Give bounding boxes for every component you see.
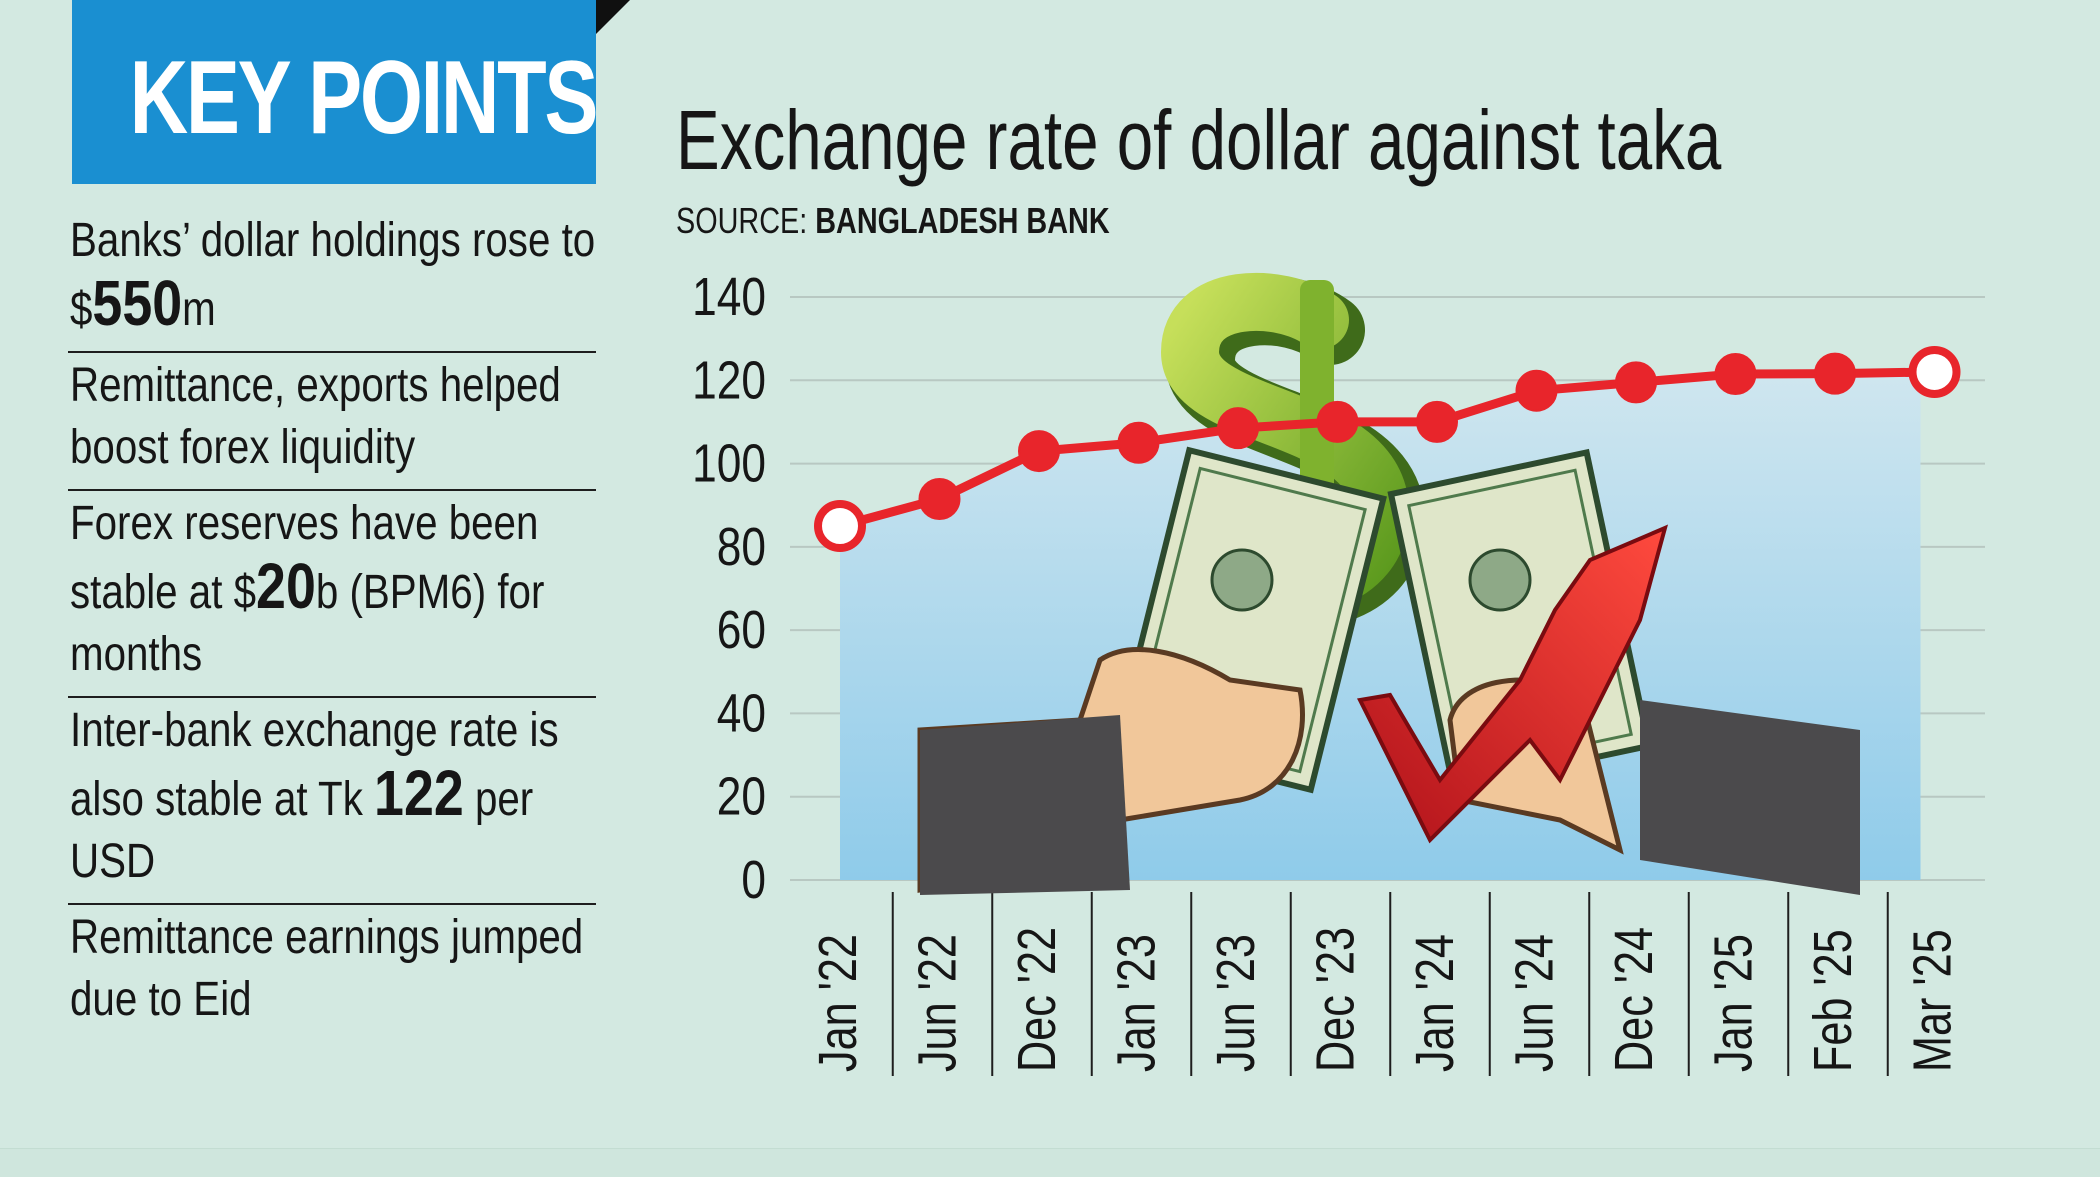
data-point — [918, 477, 961, 520]
key-points-list: Banks’ dollar holdings rose to $550m Remi… — [68, 208, 596, 1041]
data-points — [814, 345, 1961, 553]
key-point-text: Remittance, exports helped boost forex l… — [70, 355, 596, 479]
y-tick-label: 100 — [692, 433, 766, 493]
y-tick-label: 20 — [717, 767, 766, 827]
x-tick-label: Jun '24 — [1505, 934, 1565, 1072]
x-tick-label: Jan '25 — [1704, 934, 1764, 1072]
key-point-text: Forex reserves have been stable at $20b … — [70, 493, 596, 686]
x-tick-label: Feb '25 — [1804, 929, 1864, 1072]
key-point-pre: Remittance earnings jumped due to Eid — [70, 911, 584, 1026]
data-point — [814, 500, 866, 553]
source-name: BANGLADESH BANK — [815, 200, 1110, 241]
x-tick-label: Jun '22 — [908, 934, 968, 1072]
y-tick-label: 60 — [717, 600, 766, 660]
data-point — [1117, 421, 1160, 464]
category-separators — [891, 892, 1889, 1076]
x-tick-label: Jun '23 — [1207, 934, 1267, 1072]
x-tick-label: Dec '24 — [1605, 927, 1665, 1072]
key-point-figure: 122 — [374, 757, 464, 829]
key-point-post: b (BPM6) for months — [70, 566, 545, 681]
chart-title: Exchange rate of dollar against taka — [676, 93, 1722, 187]
data-point — [1908, 345, 1961, 398]
key-point-item: Banks’ dollar holdings rose to $550m — [68, 208, 596, 353]
key-point-item: Remittance, exports helped boost forex l… — [68, 353, 596, 491]
illustration — [917, 272, 1860, 895]
key-point-post: per USD — [70, 773, 534, 888]
y-tick-label: 0 — [741, 850, 766, 910]
data-point — [1714, 353, 1757, 396]
key-point-text: Banks’ dollar holdings rose to $550m — [70, 210, 596, 341]
y-tick-label: 140 — [692, 267, 766, 327]
data-point — [1018, 430, 1060, 473]
x-tick-label: Jan '24 — [1406, 934, 1466, 1072]
key-point-post: m — [182, 283, 216, 336]
key-point-figure: 20 — [256, 550, 316, 622]
data-point — [1316, 400, 1359, 443]
key-point-item: Remittance earnings jumped due to Eid — [68, 905, 596, 1041]
data-point — [1615, 361, 1657, 404]
data-point — [1217, 407, 1259, 450]
footer-band — [0, 1148, 2100, 1177]
key-point-text: Inter-bank exchange rate is also stable … — [70, 700, 596, 893]
data-point — [1515, 369, 1558, 412]
key-points-header: KEY POINTS — [72, 0, 599, 184]
x-tick-label: Dec '23 — [1306, 927, 1366, 1072]
key-point-pre: Forex reserves have been stable at $ — [70, 497, 539, 619]
x-tick-label: Mar '25 — [1903, 929, 1963, 1072]
key-point-pre: Remittance, exports helped boost forex l… — [70, 359, 561, 474]
y-tick-label: 80 — [717, 517, 766, 577]
data-point — [1814, 352, 1856, 395]
key-point-text: Remittance earnings jumped due to Eid — [70, 907, 596, 1031]
key-point-figure: 550 — [92, 267, 183, 339]
key-points-title: KEY POINTS — [129, 40, 599, 156]
source-label: SOURCE: — [676, 200, 816, 241]
red-arrow-up-icon — [1357, 524, 1669, 844]
y-tick-label: 120 — [692, 350, 766, 410]
key-point-pre: Banks’ dollar holdings rose to $ — [70, 214, 596, 336]
data-point — [1416, 400, 1458, 443]
x-tick-label: Jan '23 — [1107, 934, 1167, 1072]
x-tick-label: Jan '22 — [809, 934, 869, 1072]
key-point-item: Forex reserves have been stable at $20b … — [68, 491, 596, 698]
y-axis-ticks: 0 20 40 60 80 100 120 140 — [692, 267, 766, 910]
chart-source: SOURCE: BANGLADESH BANK — [676, 200, 1110, 242]
y-tick-label: 40 — [717, 683, 766, 743]
hand-icon — [917, 647, 1860, 895]
key-point-pre: Inter-bank exchange rate is also stable … — [70, 704, 559, 826]
x-axis-ticks: Jan '22 Jun '22 Dec '22 Jan '23 Jun '23 Dec '… — [809, 927, 1963, 1072]
corner-fold — [596, 0, 630, 34]
x-tick-label: Dec '22 — [1008, 927, 1068, 1072]
key-point-item: Inter-bank exchange rate is also stable … — [68, 698, 596, 905]
